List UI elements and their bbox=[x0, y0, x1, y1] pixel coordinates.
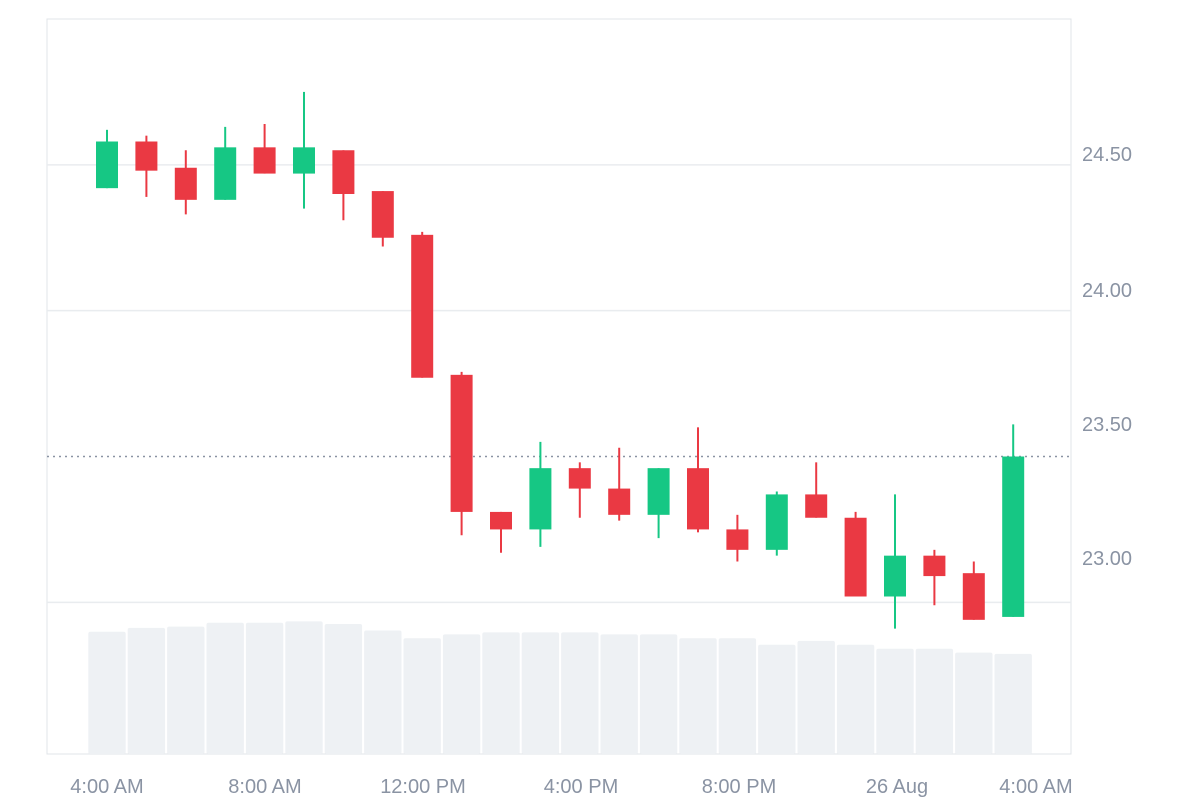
volume-bar bbox=[836, 644, 875, 754]
volume-bar bbox=[324, 624, 363, 754]
candle bbox=[647, 468, 670, 539]
candle-body bbox=[529, 468, 552, 530]
candle bbox=[96, 129, 118, 189]
y-tick-label: 23.50 bbox=[1082, 414, 1132, 436]
volume-bar bbox=[600, 634, 638, 754]
volume-bar bbox=[679, 638, 717, 754]
volume-bar bbox=[915, 648, 954, 754]
candle bbox=[371, 191, 394, 247]
candle bbox=[608, 447, 631, 521]
volume-bar bbox=[167, 626, 205, 754]
y-axis-labels: 24.50 24.00 23.50 23.00 bbox=[1082, 144, 1132, 570]
x-tick-label: 4:00 AM bbox=[999, 776, 1072, 798]
volume-bar bbox=[521, 632, 560, 754]
volume-bar bbox=[482, 632, 520, 754]
candle bbox=[529, 441, 552, 547]
candle-body bbox=[293, 147, 315, 174]
candle-body bbox=[214, 147, 237, 200]
volume-bar bbox=[955, 652, 993, 754]
candle-body bbox=[1002, 456, 1025, 617]
volume-bars bbox=[88, 621, 1032, 754]
volume-bar bbox=[718, 638, 757, 754]
volume-bar bbox=[876, 648, 914, 754]
volume-bar bbox=[88, 631, 126, 754]
volume-bar bbox=[797, 640, 835, 754]
volume-bar bbox=[442, 634, 481, 754]
candle-body bbox=[96, 141, 118, 189]
candle-body bbox=[962, 573, 985, 620]
candles bbox=[96, 91, 1025, 629]
volume-bar bbox=[403, 638, 441, 754]
candle-body bbox=[490, 511, 512, 530]
candle bbox=[214, 126, 237, 200]
x-tick-label: 26 Aug bbox=[866, 776, 928, 798]
y-tick-label: 23.00 bbox=[1082, 548, 1132, 570]
candle-body bbox=[608, 488, 631, 515]
candle-body bbox=[805, 494, 828, 518]
candle bbox=[687, 427, 709, 533]
x-tick-label: 8:00 AM bbox=[228, 776, 301, 798]
candle-body bbox=[647, 468, 670, 515]
candle bbox=[923, 549, 946, 606]
candle-body bbox=[371, 191, 394, 238]
candle-body bbox=[450, 374, 473, 512]
candle-body bbox=[765, 494, 788, 550]
candle-body bbox=[174, 167, 197, 200]
candle-body bbox=[687, 468, 709, 530]
x-tick-label: 12:00 PM bbox=[380, 776, 466, 798]
candle bbox=[962, 561, 985, 620]
x-tick-label: 8:00 PM bbox=[702, 776, 776, 798]
candle-body bbox=[884, 555, 906, 597]
candle-body bbox=[411, 234, 434, 378]
candle bbox=[450, 371, 473, 536]
candle bbox=[135, 135, 158, 197]
x-tick-label: 4:00 PM bbox=[544, 776, 618, 798]
x-axis-labels: 4:00 AM 8:00 AM 12:00 PM 4:00 PM 8:00 PM… bbox=[70, 776, 1072, 798]
volume-bar bbox=[285, 621, 323, 754]
volume-bar bbox=[758, 644, 796, 754]
candle bbox=[1002, 424, 1025, 617]
candle bbox=[174, 150, 197, 215]
candle bbox=[844, 511, 867, 597]
y-tick-label: 24.00 bbox=[1082, 280, 1132, 302]
candle bbox=[568, 462, 591, 518]
candle-body bbox=[253, 147, 276, 174]
candle bbox=[805, 462, 828, 518]
volume-bar bbox=[127, 627, 166, 754]
candle-body bbox=[332, 150, 355, 194]
volume-bar bbox=[206, 622, 244, 754]
volume-bar bbox=[994, 653, 1032, 754]
candle bbox=[726, 514, 749, 562]
y-tick-label: 24.50 bbox=[1082, 144, 1132, 166]
candle bbox=[293, 91, 315, 209]
volume-bar bbox=[639, 634, 678, 754]
candle bbox=[490, 511, 512, 553]
candle-body bbox=[844, 517, 867, 597]
candle-body bbox=[923, 555, 946, 577]
candle bbox=[765, 491, 788, 556]
candle bbox=[411, 231, 434, 378]
candle-body bbox=[726, 529, 749, 550]
candle bbox=[253, 124, 276, 174]
x-tick-label: 4:00 AM bbox=[70, 776, 143, 798]
volume-bar bbox=[245, 622, 284, 754]
candle bbox=[884, 494, 906, 629]
volume-bar bbox=[561, 632, 599, 754]
candle-body bbox=[568, 468, 591, 489]
candle-body bbox=[135, 141, 158, 171]
volume-bar bbox=[364, 630, 402, 754]
candle bbox=[332, 150, 355, 221]
